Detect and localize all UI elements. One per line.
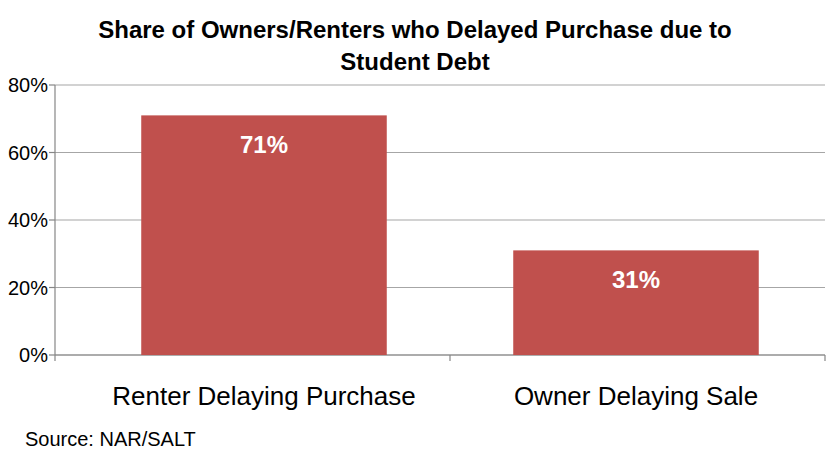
y-tick-label: 80%: [8, 74, 48, 96]
title-line: Student Debt: [340, 48, 489, 75]
x-tick-label: Renter Delaying Purchase: [112, 381, 416, 411]
y-axis: [54, 85, 55, 355]
chart: Share of Owners/Renters who Delayed Purc…: [0, 0, 830, 452]
data-label: 71%: [240, 131, 288, 158]
bar: [513, 250, 759, 355]
y-tick-label: 60%: [8, 142, 48, 164]
y-tick: [49, 287, 55, 288]
y-tick: [49, 84, 55, 85]
y-tick-label: 40%: [8, 209, 48, 231]
source: Source: NAR/SALT: [25, 428, 196, 450]
bar: [141, 115, 387, 355]
x-tick: [54, 355, 55, 361]
y-tick-label: 20%: [8, 277, 48, 299]
grid-line: [55, 84, 825, 85]
x-tick: [824, 355, 825, 361]
x-tick-label: Owner Delaying Sale: [514, 381, 758, 411]
title-line: Share of Owners/Renters who Delayed Purc…: [98, 16, 732, 43]
x-tick: [449, 355, 450, 361]
data-label: 31%: [612, 266, 660, 293]
y-tick: [49, 354, 55, 355]
y-tick: [49, 219, 55, 220]
bars: [141, 115, 759, 355]
y-tick: [49, 152, 55, 153]
title: Share of Owners/Renters who Delayed Purc…: [98, 16, 732, 75]
y-tick-label: 0%: [19, 344, 48, 366]
